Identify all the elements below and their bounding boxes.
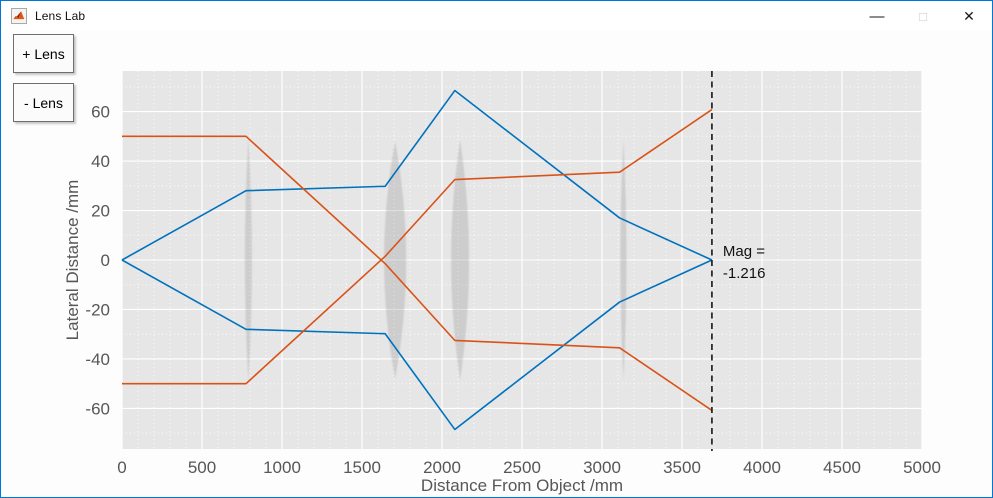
minor-grid [122, 71, 922, 449]
y-tick-labels: -60 -40 -20 0 20 40 60 [85, 103, 110, 419]
magnification-annotation: Mag = -1.216 [723, 243, 766, 282]
x-tick-label: 0 [117, 458, 126, 477]
x-tick-label: 2000 [423, 458, 461, 477]
minimize-button[interactable]: — [854, 1, 900, 35]
close-icon: ✕ [963, 7, 975, 24]
y-tick-label: -40 [85, 350, 110, 369]
y-tick-label: -60 [85, 399, 110, 418]
magnification-text-line-1: Mag = [723, 243, 765, 260]
maximize-button[interactable]: □ [900, 1, 946, 31]
maximize-icon: □ [919, 8, 927, 24]
window-controls: — □ ✕ [854, 1, 992, 31]
x-tick-label: 500 [188, 458, 216, 477]
x-tick-label: 1000 [263, 458, 301, 477]
y-tick-label: -20 [85, 300, 110, 319]
window-title: Lens Lab [35, 9, 86, 23]
add-lens-button[interactable]: + Lens [13, 34, 74, 73]
y-tick-label: 0 [101, 251, 110, 270]
remove-lens-button[interactable]: - Lens [13, 83, 74, 122]
magnification-text-line-2: -1.216 [723, 265, 766, 282]
x-tick-label: 3500 [663, 458, 701, 477]
lens-shape-2[interactable] [384, 141, 407, 379]
marginal-ray-upper [121, 89, 713, 261]
matlab-app-icon [11, 8, 27, 24]
x-tick-label: 4500 [823, 458, 861, 477]
major-grid [121, 71, 923, 449]
x-tick-label: 3000 [583, 458, 621, 477]
y-tick-label: 60 [91, 103, 110, 122]
plot-area [122, 71, 922, 449]
y-tick-label: 20 [91, 202, 110, 221]
field-ray-top [122, 135, 713, 412]
title-bar: Lens Lab — □ ✕ [1, 1, 992, 31]
close-button[interactable]: ✕ [946, 1, 992, 31]
minimize-icon: — [869, 7, 885, 25]
lens-shape-1[interactable] [244, 137, 252, 383]
x-tick-label: 5000 [903, 458, 941, 477]
x-tick-label: 1500 [343, 458, 381, 477]
x-tick-labels: 0 500 1000 1500 2000 2500 3000 3500 4000 4500 5000 [117, 458, 941, 477]
x-tick-label: 2500 [503, 458, 541, 477]
x-tick-label: 4000 [743, 458, 781, 477]
field-ray-bottom [122, 108, 713, 385]
y-tick-label: 40 [91, 152, 110, 171]
lens-shape-3[interactable] [451, 140, 470, 380]
y-axis-label: Lateral Distance /mm [63, 180, 82, 341]
x-axis-label: Distance From Object /mm [421, 476, 623, 495]
lens-shape-4[interactable] [620, 140, 627, 380]
marginal-ray-lower [121, 259, 713, 431]
